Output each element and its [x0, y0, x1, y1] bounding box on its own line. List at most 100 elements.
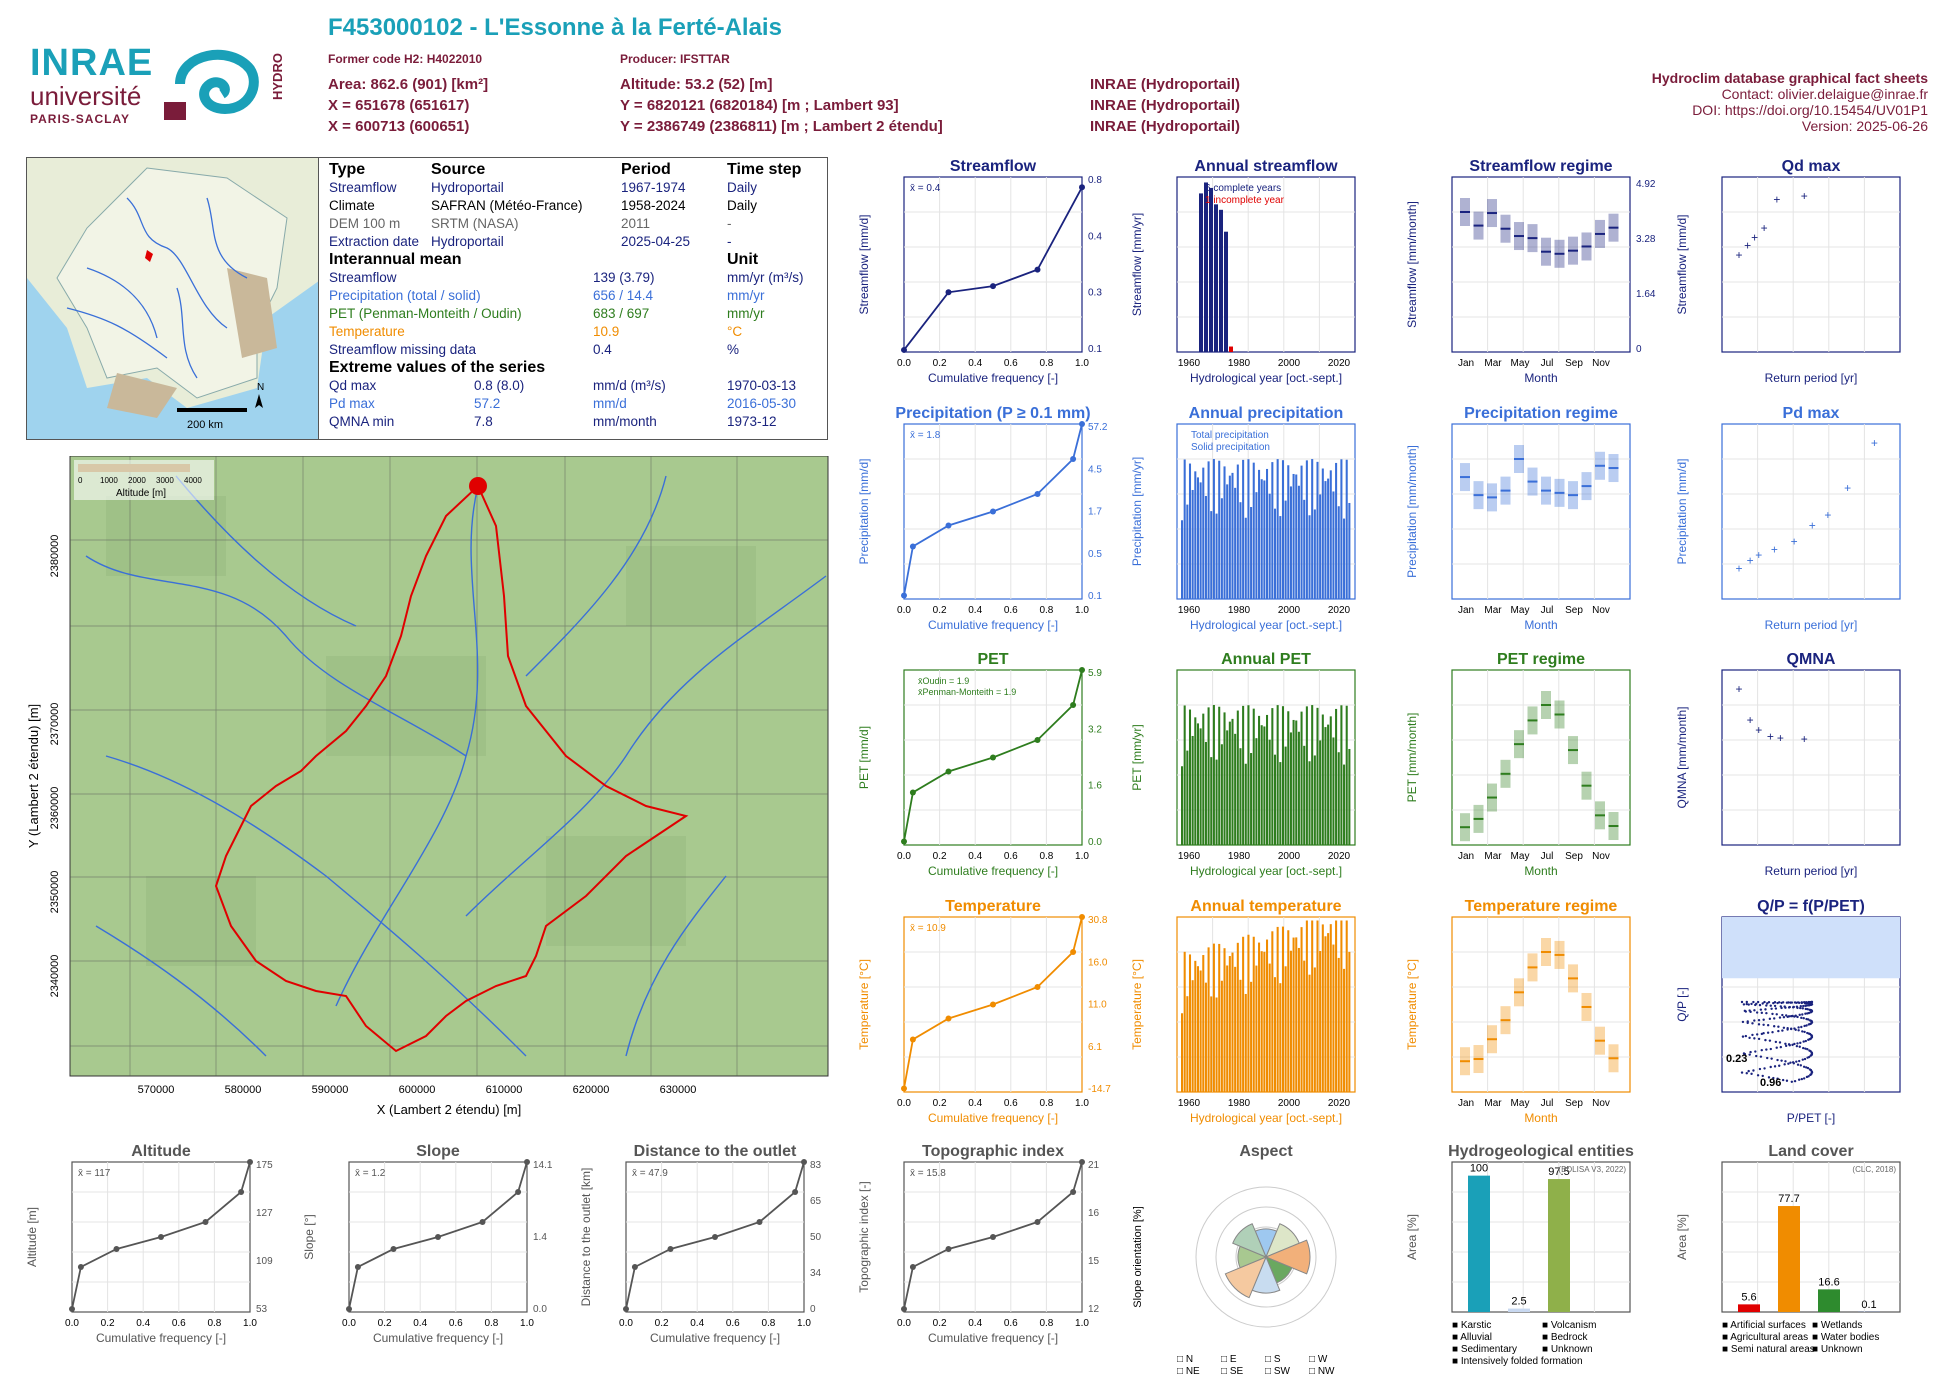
data-point	[1799, 1042, 1801, 1044]
bar	[1186, 505, 1188, 599]
legend-label: ■ Volcanism	[1542, 1320, 1596, 1331]
data-point	[1758, 1038, 1760, 1040]
x-tick-label: 1980	[1228, 851, 1251, 862]
x-l93: X = 651678 (651617)	[328, 97, 469, 114]
interannual-label: Precipitation (total / solid)	[329, 288, 481, 303]
chart-svg-precipitation: Precipitation (P ≥ 0.1 mm)Precipitation …	[852, 402, 1120, 647]
bar	[1255, 492, 1257, 599]
bar	[1330, 470, 1332, 599]
chart-title: Streamflow regime	[1469, 158, 1612, 175]
data-point	[1035, 1219, 1041, 1225]
france-map-svg: N 200 km	[27, 158, 323, 439]
x-tick-label: 2020	[1328, 1098, 1351, 1109]
right-tick-label: 4.5	[1088, 464, 1102, 475]
bar	[1295, 475, 1297, 599]
data-point	[1805, 1018, 1807, 1020]
bar	[1218, 707, 1220, 845]
legend-label: □ SE	[1221, 1366, 1243, 1377]
alt-tick: 0	[78, 476, 83, 485]
bar	[1269, 494, 1271, 599]
logo-hydro-icon	[160, 44, 275, 124]
bar	[1263, 952, 1265, 1092]
x-tick-label: 0.6	[172, 1318, 186, 1329]
data-point	[1756, 1033, 1758, 1035]
bar	[1301, 927, 1303, 1092]
data-point	[1770, 1008, 1772, 1010]
bar	[1224, 466, 1226, 599]
y-axis-label: Q/P [-]	[1675, 987, 1689, 1021]
bar	[1319, 951, 1321, 1092]
legend-label: ■ Bedrock	[1542, 1332, 1589, 1343]
mean-label: x̄ = 10.9	[910, 923, 946, 934]
data-point	[1808, 1004, 1810, 1006]
legend-label: x̄Penman-Monteith = 1.9	[918, 687, 1016, 697]
data-point	[1787, 1001, 1789, 1003]
right-tick-label: 0.4	[1088, 231, 1102, 242]
map-xlabel: X (Lambert 2 étendu) [m]	[377, 1102, 522, 1117]
data-point	[1788, 1006, 1790, 1008]
data-point	[1747, 1070, 1749, 1072]
data-point	[668, 1246, 674, 1252]
interannual-unit: °C	[727, 324, 742, 339]
extreme-date: 1970-03-13	[727, 378, 796, 393]
bar	[1293, 938, 1295, 1092]
bar	[1290, 951, 1292, 1092]
data-point	[1760, 1008, 1762, 1010]
y-l93: Y = 6820121 (6820184) [m ; Lambert 93]	[620, 97, 899, 114]
data-point	[78, 1264, 84, 1270]
bar	[1205, 983, 1207, 1092]
x-tick-label: 0.8	[207, 1318, 221, 1329]
data-point	[1758, 1019, 1760, 1021]
bar	[1231, 953, 1233, 1092]
right-tick-label: 1.6	[1088, 781, 1102, 792]
data-point	[1783, 1027, 1785, 1029]
x-tick-label: May	[1511, 358, 1530, 369]
data-point	[1796, 1007, 1798, 1009]
data-point	[990, 509, 996, 515]
x-tick-label: Sep	[1565, 1098, 1583, 1109]
x-tick-label: Sep	[1565, 358, 1583, 369]
hdr-period: Period	[621, 161, 671, 179]
data-point	[1743, 1003, 1745, 1005]
x-tick-label: Sep	[1565, 851, 1583, 862]
data-point	[1808, 1023, 1810, 1025]
x-tick-label: 0.2	[655, 1318, 669, 1329]
data-point	[1799, 1046, 1801, 1048]
data-point	[1766, 1002, 1768, 1004]
data-point	[435, 1234, 441, 1240]
legend-label: □ SW	[1265, 1366, 1290, 1377]
bar	[1214, 204, 1218, 352]
data-point	[1751, 1034, 1753, 1036]
data-point	[1750, 1073, 1752, 1075]
data-point	[1783, 1063, 1785, 1065]
x-axis-label: Cumulative frequency [-]	[96, 1331, 226, 1345]
legend-label: ■ Semi natural areas	[1722, 1344, 1815, 1355]
contact: Contact: olivier.delaigue@inrae.fr	[1652, 86, 1928, 102]
data-point	[1070, 702, 1076, 708]
data-point	[1800, 1026, 1802, 1028]
bar	[1213, 944, 1215, 1092]
data-point	[1789, 1044, 1791, 1046]
bar	[1282, 460, 1284, 599]
bar	[1229, 476, 1231, 599]
bar	[1205, 496, 1207, 599]
data-point	[1035, 984, 1041, 990]
producer: Producer: IFSTTAR	[620, 52, 730, 66]
data-point	[1802, 1007, 1804, 1009]
data-point	[1790, 1015, 1792, 1017]
bar	[1208, 461, 1210, 599]
data-point	[1805, 1024, 1807, 1026]
bar	[1216, 760, 1218, 845]
data-point: +	[1777, 731, 1784, 745]
y-axis-label: Streamflow [mm/yr]	[1130, 213, 1144, 316]
extreme-date: 1973-12	[727, 414, 777, 429]
